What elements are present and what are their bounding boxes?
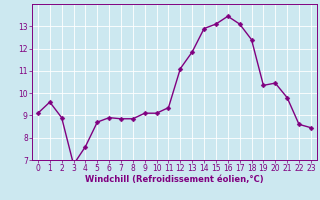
X-axis label: Windchill (Refroidissement éolien,°C): Windchill (Refroidissement éolien,°C): [85, 175, 264, 184]
